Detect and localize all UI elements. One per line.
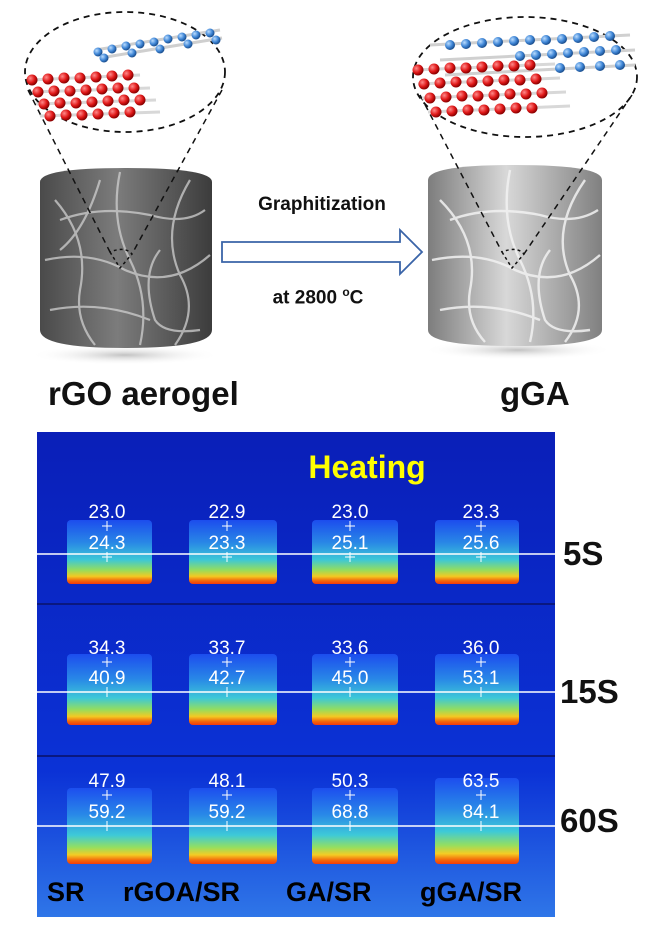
bottom-reading: 42.7 [209,668,246,689]
sample-thermal-block [312,520,398,584]
top-reading: 48.1 [209,771,246,792]
bottom-reading: 24.3 [89,533,126,554]
heating-title: Heating [308,449,425,485]
top-reading: 23.0 [332,502,369,523]
sample-thermal-block [67,520,152,584]
time-label-5s: 5S [563,535,604,572]
sample-thermal-block [189,654,277,725]
bottom-reading: 40.9 [89,668,126,689]
gga-label: gGA [500,375,570,412]
top-reading: 50.3 [332,771,369,792]
sample-label-ga-sr: GA/SR [286,877,372,907]
sample-thermal-block [312,654,398,725]
bottom-reading: 25.1 [332,533,369,554]
top-reading: 23.3 [463,502,500,523]
sample-thermal-block [67,654,152,725]
bottom-reading: 59.2 [89,802,126,823]
time-label-60s: 60S [560,802,619,839]
bottom-reading: 23.3 [209,533,246,554]
top-reading: 22.9 [209,502,246,523]
bottom-reading: 68.8 [332,802,369,823]
bottom-reading: 59.2 [209,802,246,823]
top-reading: 33.7 [209,638,246,659]
thermal-image: Heating 23.0 24.3 22.9 23.3 23.0 25.1 23.3 25.6 3… [37,432,555,917]
arrow-top-label: Graphitization [258,194,386,215]
bottom-reading: 53.1 [463,668,500,689]
top-reading: 47.9 [89,771,126,792]
sample-label-gga-sr: gGA/SR [420,877,523,907]
time-label-15s: 15S [560,673,619,710]
bottom-reading: 84.1 [463,802,500,823]
sample-label-sr: SR [47,877,85,907]
gga-illustration [412,16,638,360]
sample-thermal-block [435,520,519,584]
arrow-bottom-label: at 2800 oC [272,285,364,309]
rgo-aerogel-label: rGO aerogel [48,375,239,412]
top-reading: 34.3 [89,638,126,659]
sample-thermal-block [189,520,277,584]
bottom-reading: 25.6 [463,533,500,554]
top-reading: 33.6 [332,638,369,659]
top-reading: 36.0 [463,638,500,659]
sample-label-rgoa-sr: rGOA/SR [123,877,241,907]
sample-thermal-block [435,778,519,864]
bottom-reading: 45.0 [332,668,369,689]
sample-thermal-block [435,654,519,725]
rgo-aerogel-illustration [24,11,226,365]
graphitization-arrow [221,227,424,277]
top-reading: 23.0 [89,502,126,523]
top-reading: 63.5 [463,771,500,792]
